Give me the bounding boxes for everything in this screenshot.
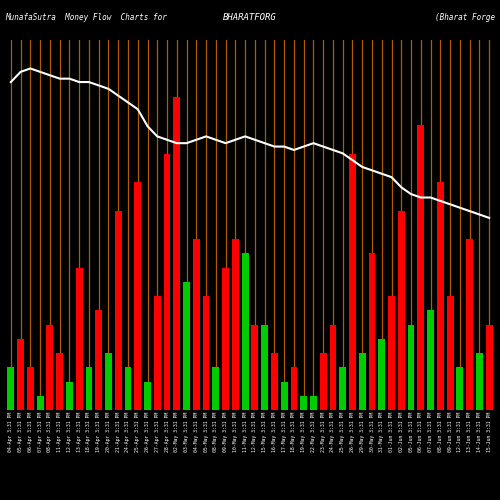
Bar — [222, 268, 229, 410]
Bar — [8, 368, 14, 410]
Bar — [174, 97, 180, 410]
Bar — [134, 182, 141, 410]
Bar — [290, 368, 298, 410]
Bar — [27, 368, 34, 410]
Bar — [300, 396, 307, 410]
Bar — [398, 211, 404, 410]
Text: (Bharat Forge   Limit: (Bharat Forge Limit — [435, 12, 500, 22]
Bar — [330, 324, 336, 410]
Bar — [252, 324, 258, 410]
Bar — [456, 368, 464, 410]
Bar — [105, 353, 112, 410]
Bar — [340, 368, 346, 410]
Bar — [310, 396, 317, 410]
Bar — [124, 368, 132, 410]
Bar — [437, 182, 444, 410]
Text: MunafaSutra  Money Flow  Charts for: MunafaSutra Money Flow Charts for — [5, 12, 167, 22]
Bar — [164, 154, 170, 410]
Bar — [446, 296, 454, 410]
Bar — [66, 382, 73, 410]
Bar — [56, 353, 63, 410]
Bar — [154, 296, 160, 410]
Bar — [280, 382, 287, 410]
Bar — [427, 310, 434, 410]
Bar — [320, 353, 326, 410]
Bar — [232, 239, 239, 410]
Bar — [271, 353, 278, 410]
Bar — [86, 368, 92, 410]
Bar — [418, 126, 424, 410]
Bar — [359, 353, 366, 410]
Bar — [202, 296, 209, 410]
Bar — [46, 324, 54, 410]
Bar — [17, 339, 24, 410]
Bar — [466, 239, 473, 410]
Bar — [368, 254, 376, 410]
Bar — [144, 382, 151, 410]
Text: BHARATFORG: BHARATFORG — [223, 12, 277, 22]
Bar — [193, 239, 200, 410]
Bar — [76, 268, 82, 410]
Bar — [212, 368, 220, 410]
Bar — [378, 339, 385, 410]
Bar — [96, 310, 102, 410]
Bar — [36, 396, 44, 410]
Bar — [388, 296, 395, 410]
Bar — [242, 254, 248, 410]
Bar — [115, 211, 121, 410]
Bar — [486, 324, 492, 410]
Bar — [408, 324, 414, 410]
Bar — [349, 154, 356, 410]
Bar — [183, 282, 190, 410]
Bar — [261, 324, 268, 410]
Bar — [476, 353, 483, 410]
